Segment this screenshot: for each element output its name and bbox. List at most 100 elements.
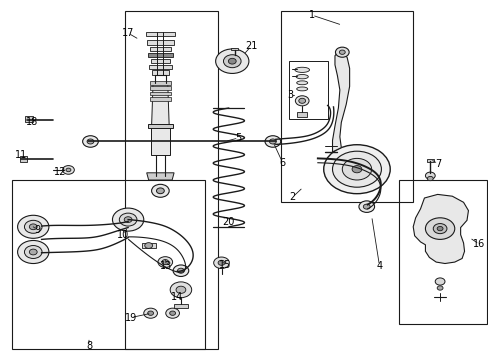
- Circle shape: [215, 49, 248, 73]
- Polygon shape: [148, 65, 172, 69]
- Bar: [281, 11, 412, 202]
- Polygon shape: [412, 194, 468, 264]
- Circle shape: [119, 213, 137, 226]
- Circle shape: [351, 166, 361, 173]
- Circle shape: [176, 286, 185, 293]
- Circle shape: [269, 139, 276, 144]
- Polygon shape: [149, 86, 171, 90]
- Polygon shape: [25, 116, 33, 122]
- Text: 20: 20: [222, 217, 234, 227]
- Circle shape: [87, 139, 94, 144]
- Polygon shape: [149, 81, 171, 85]
- Ellipse shape: [294, 67, 309, 72]
- Bar: [398, 180, 486, 324]
- Text: 4: 4: [376, 261, 382, 271]
- Circle shape: [332, 151, 381, 187]
- Polygon shape: [146, 173, 174, 180]
- Circle shape: [165, 308, 179, 318]
- Circle shape: [298, 98, 305, 103]
- Text: 18: 18: [25, 117, 38, 127]
- Polygon shape: [145, 32, 175, 36]
- Circle shape: [169, 311, 175, 315]
- Polygon shape: [146, 40, 174, 45]
- Polygon shape: [150, 59, 170, 63]
- Circle shape: [363, 204, 369, 209]
- Circle shape: [173, 265, 188, 276]
- Polygon shape: [426, 159, 433, 162]
- Circle shape: [62, 166, 74, 174]
- Circle shape: [218, 260, 224, 265]
- Text: 5: 5: [235, 133, 241, 143]
- Text: 11: 11: [15, 150, 28, 160]
- Circle shape: [29, 224, 37, 230]
- Circle shape: [335, 47, 348, 57]
- Circle shape: [112, 208, 143, 231]
- Circle shape: [264, 136, 280, 147]
- Text: 21: 21: [244, 41, 257, 51]
- Polygon shape: [151, 70, 169, 75]
- Polygon shape: [147, 124, 173, 128]
- Polygon shape: [147, 53, 173, 57]
- Text: 12: 12: [53, 167, 66, 177]
- Polygon shape: [231, 48, 238, 50]
- Polygon shape: [297, 112, 306, 117]
- Circle shape: [432, 224, 446, 234]
- Text: 10: 10: [117, 230, 129, 240]
- Circle shape: [323, 145, 389, 194]
- Circle shape: [18, 240, 49, 264]
- Bar: [288, 61, 327, 119]
- Text: 14: 14: [170, 292, 183, 302]
- Text: 17: 17: [122, 28, 134, 38]
- Circle shape: [339, 50, 345, 54]
- Text: 13: 13: [160, 261, 172, 271]
- Text: 15: 15: [218, 260, 231, 270]
- Polygon shape: [149, 47, 171, 51]
- Circle shape: [151, 184, 169, 197]
- Polygon shape: [142, 243, 155, 248]
- Circle shape: [156, 188, 164, 194]
- Circle shape: [427, 176, 432, 181]
- Text: 8: 8: [86, 341, 92, 351]
- Circle shape: [213, 257, 229, 269]
- Circle shape: [170, 282, 191, 298]
- Circle shape: [295, 96, 308, 106]
- Circle shape: [29, 249, 37, 255]
- Circle shape: [436, 226, 442, 231]
- Text: 7: 7: [434, 159, 440, 169]
- Circle shape: [66, 168, 71, 172]
- Circle shape: [425, 172, 434, 179]
- Bar: [12, 180, 205, 349]
- Polygon shape: [149, 97, 171, 101]
- Ellipse shape: [296, 87, 307, 91]
- Circle shape: [144, 243, 152, 248]
- Circle shape: [143, 308, 157, 318]
- Text: 19: 19: [124, 312, 137, 323]
- Circle shape: [342, 158, 371, 180]
- Text: 9: 9: [34, 225, 40, 235]
- Circle shape: [434, 278, 444, 285]
- Polygon shape: [174, 304, 187, 308]
- Circle shape: [358, 201, 374, 212]
- Circle shape: [228, 58, 236, 64]
- Ellipse shape: [295, 75, 307, 79]
- Text: 16: 16: [472, 239, 485, 249]
- Circle shape: [24, 246, 42, 258]
- Circle shape: [158, 257, 172, 267]
- Polygon shape: [150, 126, 170, 155]
- Text: 2: 2: [289, 192, 295, 202]
- Circle shape: [223, 55, 241, 68]
- Text: 6: 6: [279, 158, 285, 168]
- Circle shape: [425, 218, 454, 239]
- Polygon shape: [332, 50, 349, 152]
- Polygon shape: [20, 156, 27, 162]
- Text: 1: 1: [308, 10, 314, 20]
- Circle shape: [18, 215, 49, 238]
- Circle shape: [24, 220, 42, 233]
- Circle shape: [177, 268, 184, 273]
- Circle shape: [147, 311, 153, 315]
- Bar: [124, 11, 217, 349]
- Polygon shape: [151, 83, 169, 126]
- Circle shape: [436, 286, 442, 290]
- Ellipse shape: [296, 81, 307, 85]
- Polygon shape: [149, 92, 171, 95]
